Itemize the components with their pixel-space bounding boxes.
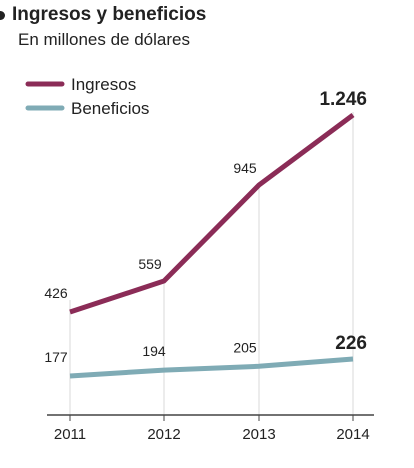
bullet-icon	[0, 10, 5, 20]
x-tick-label-2013: 2013	[242, 426, 275, 443]
data-label-ingresos-2011: 426	[44, 285, 68, 301]
data-label-beneficios-2013: 205	[233, 339, 257, 355]
vertical-grid	[69, 112, 354, 415]
x-tick-label-2014: 2014	[336, 426, 369, 443]
chart-title: Ingresos y beneficios	[12, 4, 207, 25]
x-axis: 2011 2012 2013 2014	[47, 414, 374, 443]
chart-header: Ingresos y beneficios En millones de dól…	[0, 4, 206, 50]
series-line-ingresos	[69, 112, 355, 315]
series-layer: 426 559 945 1.246 177 194 205 226	[44, 89, 367, 379]
data-label-beneficios-2014: 226	[335, 333, 367, 354]
data-label-beneficios-2012: 194	[142, 343, 166, 359]
data-label-ingresos-2012: 559	[138, 256, 162, 272]
legend-label-beneficios: Beneficios	[71, 99, 149, 118]
legend-label-ingresos: Ingresos	[71, 75, 136, 94]
data-label-beneficios-2011: 177	[44, 349, 68, 365]
series-line-beneficios	[69, 356, 354, 379]
chart-subtitle: En millones de dólares	[18, 30, 190, 49]
legend: Ingresos Beneficios	[25, 75, 149, 118]
data-label-ingresos-2014: 1.246	[319, 89, 367, 110]
x-tick-label-2012: 2012	[147, 426, 180, 443]
title-row: Ingresos y beneficios	[0, 4, 206, 26]
x-tick-label-2011: 2011	[54, 426, 86, 443]
data-label-ingresos-2013: 945	[233, 160, 257, 176]
